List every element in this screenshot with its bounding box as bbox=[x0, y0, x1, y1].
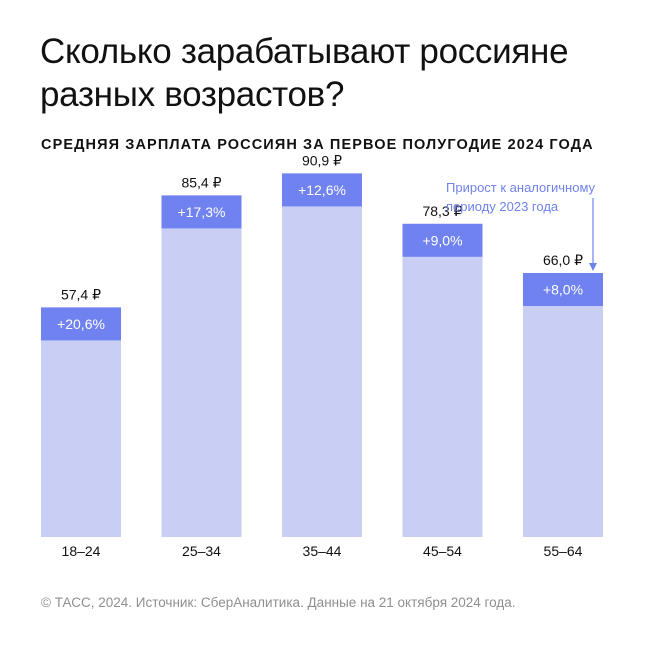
growth-segment-35–44 bbox=[282, 173, 362, 207]
value-label: 66,0 ₽ bbox=[543, 252, 583, 268]
bar-18–24 bbox=[41, 307, 121, 537]
growth-segment-55–64 bbox=[523, 273, 603, 306]
source-note: © ТАСС, 2024. Источник: СберАналитика. Д… bbox=[41, 595, 516, 610]
annotation-line-1: Прирост к аналогичному bbox=[446, 180, 596, 195]
growth-label: +12,6% bbox=[298, 182, 346, 198]
growth-segment-18–24 bbox=[41, 307, 121, 341]
annotation-line-2: периоду 2023 года bbox=[446, 199, 559, 214]
growth-segment-45–54 bbox=[402, 223, 483, 257]
category-label: 18–24 bbox=[62, 543, 101, 559]
growth-label: +20,6% bbox=[57, 316, 105, 332]
growth-segment-25–34 bbox=[161, 195, 242, 229]
bar-35–44 bbox=[282, 173, 362, 537]
growth-label: +9,0% bbox=[422, 232, 462, 248]
title-line-2: разных возрастов? bbox=[40, 75, 345, 114]
category-label: 55–64 bbox=[544, 543, 583, 559]
annotation-arrow-head bbox=[589, 263, 597, 271]
bar-25–34 bbox=[161, 195, 242, 537]
title-line-1: Сколько зарабатывают россияне bbox=[40, 32, 569, 71]
value-label: 90,9 ₽ bbox=[302, 152, 342, 168]
page-title: Сколько зарабатывают россияне разных воз… bbox=[40, 30, 620, 116]
growth-label: +8,0% bbox=[543, 282, 583, 298]
category-label: 45–54 bbox=[423, 543, 462, 559]
value-label: 78,3 ₽ bbox=[422, 203, 462, 219]
category-label: 25–34 bbox=[182, 543, 221, 559]
growth-label: +17,3% bbox=[178, 204, 226, 220]
value-label: 57,4 ₽ bbox=[61, 286, 101, 302]
bar-45–54 bbox=[402, 223, 483, 538]
bar-55–64 bbox=[523, 273, 603, 537]
category-label: 35–44 bbox=[303, 543, 342, 559]
value-label: 85,4 ₽ bbox=[181, 174, 221, 190]
chart-subtitle: СРЕДНЯЯ ЗАРПЛАТА РОССИЯН ЗА ПЕРВОЕ ПОЛУГ… bbox=[41, 137, 594, 153]
